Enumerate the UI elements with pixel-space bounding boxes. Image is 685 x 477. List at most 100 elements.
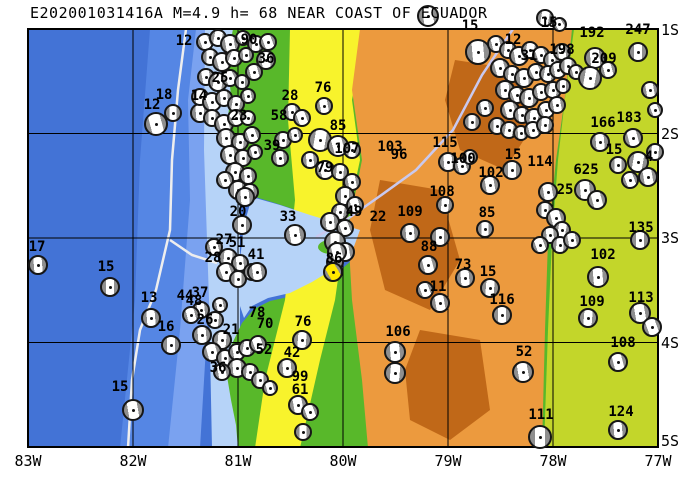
depth-label: 33 (279, 209, 297, 225)
focal-mechanism-beachball (621, 171, 639, 189)
beachball-center-dot (266, 40, 270, 44)
depth-label: 17 (28, 239, 46, 255)
depth-label: 61 (291, 382, 309, 398)
depth-label: 26 (196, 312, 214, 328)
depth-label: 124 (608, 404, 634, 420)
focal-mechanism-beachball (192, 325, 212, 345)
beachball-center-dot (108, 285, 112, 289)
focal-mechanism-beachball (462, 149, 478, 165)
beachball-center-dot (308, 158, 312, 162)
focal-mechanism-beachball (247, 144, 263, 160)
beachball-center-dot (476, 50, 480, 54)
beachball-center-dot (548, 233, 552, 237)
beachball-center-dot (200, 333, 204, 337)
beachball-center-dot (583, 188, 587, 192)
depth-label: 16 (157, 319, 175, 335)
beachball-center-dot (408, 231, 412, 235)
beachball-center-dot (338, 210, 342, 214)
beachball-center-dot (534, 70, 538, 74)
beachball-center-dot (154, 122, 158, 126)
beachball-center-dot (228, 76, 232, 80)
beachball-center-dot (226, 256, 230, 260)
focal-mechanism-beachball (164, 104, 182, 122)
beachball-center-dot (560, 228, 564, 232)
beachball-center-dot (198, 95, 202, 99)
focal-mechanism-beachball (284, 224, 306, 246)
depth-label: 73 (454, 257, 472, 273)
focal-mechanism-beachball (590, 132, 610, 152)
depth-label: 102 (478, 165, 504, 181)
beachball-center-dot (281, 138, 285, 142)
depth-label: 18 (155, 87, 173, 103)
trench-branch-line (169, 238, 218, 265)
beachball-center-dot (224, 136, 228, 140)
beachball-center-dot (241, 156, 245, 160)
depth-label: 25 (211, 70, 229, 86)
depth-label: 15 (97, 259, 115, 275)
beachball-center-dot (149, 316, 153, 320)
beachball-center-dot (246, 116, 250, 120)
beachball-center-dot (169, 343, 173, 347)
beachball-center-dot (328, 220, 332, 224)
focal-mechanism-beachball (384, 362, 406, 384)
beachball-center-dot (558, 243, 562, 247)
beachball-center-dot (560, 50, 564, 54)
beachball-center-dot (301, 430, 305, 434)
beachball-center-dot (648, 88, 652, 92)
beachball-center-dot (235, 350, 239, 354)
focal-mechanism-beachball (531, 236, 549, 254)
beachball-center-dot (554, 216, 558, 220)
beachball-center-dot (593, 56, 597, 60)
depth-label: 48 (185, 293, 203, 309)
latitude-label: 5S (661, 432, 680, 450)
beachball-center-dot (586, 316, 590, 320)
focal-mechanism-beachball (536, 9, 554, 27)
beachball-center-dot (551, 88, 555, 92)
beachball-center-dot (538, 243, 542, 247)
beachball-center-dot (426, 263, 430, 267)
focal-mechanism-beachball (327, 242, 347, 262)
beachball-center-dot (483, 106, 487, 110)
beachball-center-dot (189, 313, 193, 317)
beachball-center-dot (223, 356, 227, 360)
focal-mechanism-beachball (551, 16, 567, 32)
focal-mechanism-beachball (642, 317, 662, 337)
beachball-center-dot (426, 14, 430, 18)
depth-label: 58 (270, 108, 288, 124)
beachball-center-dot (438, 301, 442, 305)
depth-label: 100 (450, 151, 476, 167)
beachball-center-dot (638, 238, 642, 242)
focal-mechanism-beachball (343, 141, 361, 159)
beachball-center-dot (556, 68, 560, 72)
depth-label: 12 (175, 33, 193, 49)
focal-mechanism-beachball (512, 361, 534, 383)
focal-mechanism-beachball (240, 88, 256, 104)
focal-mechanism-beachball (587, 266, 609, 288)
beachball-center-dot (350, 148, 354, 152)
beachball-center-dot (631, 136, 635, 140)
focal-mechanism-beachball (476, 220, 494, 238)
beachball-center-dot (210, 100, 214, 104)
depth-label: 103 (377, 139, 403, 155)
focal-mechanism-beachball (287, 127, 303, 143)
depth-label: 15 (540, 15, 558, 31)
beachball-center-dot (506, 48, 510, 52)
depth-label: 106 (385, 324, 411, 340)
depth-label: 85 (478, 205, 496, 221)
beachball-center-dot (498, 66, 502, 70)
beachball-center-dot (521, 370, 525, 374)
depth-label: 90 (240, 32, 258, 48)
beachball-center-dot (636, 50, 640, 54)
focal-mechanism-beachball (259, 33, 277, 51)
depth-label: 12 (143, 97, 161, 113)
beachball-center-dot (293, 233, 297, 237)
beachball-center-dot (248, 370, 252, 374)
depth-label: 51 (228, 235, 246, 251)
longitude-label: 77W (644, 452, 672, 470)
depth-label: 209 (591, 51, 617, 67)
beachball-center-dot (510, 72, 514, 76)
beachball-center-dot (446, 160, 450, 164)
beachball-center-dot (322, 104, 326, 108)
map-border (27, 28, 659, 448)
depth-label: 20 (229, 204, 247, 220)
